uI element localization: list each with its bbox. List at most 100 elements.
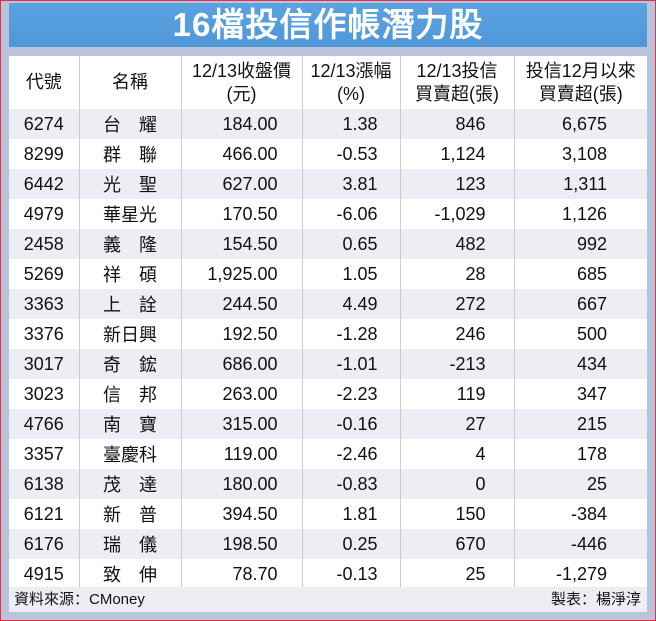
- table-row: 3376 新日興 192.50 -1.28 246 500: [9, 319, 647, 349]
- table-cell: 347: [513, 379, 647, 409]
- table-cell: 482: [399, 229, 514, 259]
- table-row: 3357 臺慶科 119.00 -2.46 4 178: [9, 439, 647, 469]
- table-cell: 150: [399, 499, 514, 529]
- table-cell: 4915: [23, 563, 64, 584]
- table-cell: 25: [513, 469, 647, 499]
- column-header: 代號: [9, 56, 79, 109]
- column-header: 12/13投信 買賣超(張): [399, 56, 514, 109]
- table-cell: 3363: [9, 289, 79, 319]
- table-cell: 500: [513, 319, 647, 349]
- table-cell: 上 詮: [78, 289, 181, 319]
- table-cell: 154.50: [180, 229, 302, 259]
- table-cell: -213: [399, 349, 514, 379]
- table-cell: 3,108: [513, 139, 647, 169]
- table-cell: 8299: [23, 143, 64, 164]
- table-row: 3023 信 邦 263.00 -2.23 119 347: [9, 379, 647, 409]
- table-cell: 6,675: [513, 109, 647, 139]
- column-header: 投信12月以來 買賣超(張): [513, 56, 647, 109]
- table-cell: 光 聖: [78, 169, 181, 199]
- table-cell: 466.00: [180, 139, 302, 169]
- table-cell: 祥 碩: [78, 259, 181, 289]
- table-cell: 27: [399, 409, 514, 439]
- table-cell: -0.83: [301, 469, 400, 499]
- table-cell: -1,279: [513, 559, 647, 589]
- table-cell: -0.53: [301, 139, 400, 169]
- table-cell: 華星光: [78, 199, 181, 229]
- table-row: 6121 新 普 394.50 1.81 150 -384: [9, 499, 647, 529]
- table-row: 4766 南 寶 315.00 -0.16 27 215: [9, 409, 647, 439]
- table-cell: 434: [513, 349, 647, 379]
- table-cell: 686.00: [180, 349, 302, 379]
- table-cell: 315.00: [180, 409, 302, 439]
- table-cell: 123: [399, 169, 514, 199]
- table-cell: 新日興: [78, 319, 181, 349]
- table-cell: 茂 達: [78, 469, 181, 499]
- author-note: 製表：楊淨淳: [550, 591, 641, 608]
- footer: 資料來源：CMoney 製表：楊淨淳: [9, 587, 647, 612]
- table-cell: 28: [399, 259, 514, 289]
- table-cell: 信 邦: [78, 379, 181, 409]
- table-cell: 臺慶科: [78, 439, 181, 469]
- table-row: 5269 祥 碩 1,925.00 1.05 28 685: [9, 259, 647, 289]
- table-cell: 6138: [9, 469, 79, 499]
- table-cell: 0.65: [301, 229, 400, 259]
- table-row: 6442 光 聖 627.00 3.81 123 1,311: [9, 169, 647, 199]
- table-cell: 244.50: [180, 289, 302, 319]
- table-cell: -1,029: [399, 199, 514, 229]
- table-cell: 272: [399, 289, 514, 319]
- table-cell: 致 伸: [78, 559, 181, 589]
- table-cell: 2458: [9, 229, 79, 259]
- table-cell: 192.50: [180, 319, 302, 349]
- table-cell: 78.70: [180, 559, 302, 589]
- table-row: 8299 群 聯 466.00 -0.53 1,124 3,108: [9, 139, 647, 169]
- table-cell: 3.81: [301, 169, 400, 199]
- table-cell: 6274: [9, 109, 79, 139]
- table-row: 2458 義 隆 154.50 0.65 482 992: [9, 229, 647, 259]
- table-cell: 627.00: [180, 169, 302, 199]
- table-cell: 台 耀: [78, 109, 181, 139]
- table-cell: 群 聯: [78, 139, 181, 169]
- table-cell: 3017: [9, 349, 79, 379]
- table-cell: 1.05: [301, 259, 400, 289]
- table-cell: 992: [513, 229, 647, 259]
- table-cell: 170.50: [180, 199, 302, 229]
- table-cell: 4: [399, 439, 514, 469]
- table-cell: 4.49: [301, 289, 400, 319]
- table-cell: 215: [513, 409, 647, 439]
- column-header: 名稱: [78, 56, 181, 109]
- table-cell: 瑞 儀: [78, 529, 181, 559]
- table-cell: 5269: [23, 263, 64, 284]
- table-cell: 1,311: [513, 169, 647, 199]
- divider: [9, 47, 647, 56]
- table-cell: 263.00: [180, 379, 302, 409]
- table-cell: -1.01: [301, 349, 400, 379]
- table-cell: 178: [513, 439, 647, 469]
- table-cell: 119: [399, 379, 514, 409]
- table-cell: 0: [399, 469, 514, 499]
- table-cell: 3357: [23, 443, 64, 464]
- table-cell: 184.00: [180, 109, 302, 139]
- stock-table: 代號 名稱 12/13收盤價 (元) 12/13漲幅 (%) 12/13投信 買賣超(張) 投信…: [9, 56, 647, 589]
- table-cell: -2.23: [301, 379, 400, 409]
- table-row: 4979 華星光 170.50 -6.06 -1,029 1,126: [9, 199, 647, 229]
- table-cell: 1,126: [513, 199, 647, 229]
- table-cell: 義 隆: [78, 229, 181, 259]
- source-note: 資料來源：CMoney: [14, 591, 145, 608]
- table-cell: 1,124: [399, 139, 514, 169]
- table-row: 6176 瑞 儀 198.50 0.25 670 -446: [9, 529, 647, 559]
- table-panel: 16檔投信作帳潛力股 代號 名稱 12/13收盤價 (元) 12/13漲幅 (%) 12/1…: [9, 3, 647, 612]
- table-cell: 4979: [23, 203, 64, 224]
- table-cell: 685: [513, 259, 647, 289]
- table-cell: 6176: [9, 529, 79, 559]
- table-cell: 3023: [23, 383, 64, 404]
- table-cell: 1.38: [301, 109, 400, 139]
- table-cell: -446: [513, 529, 647, 559]
- table-cell: -0.16: [301, 409, 400, 439]
- table-cell: 1,925.00: [180, 259, 302, 289]
- table-row: 4915 致 伸 78.70 -0.13 25 -1,279: [9, 559, 647, 589]
- table-row: 3017 奇 鋐 686.00 -1.01 -213 434: [9, 349, 647, 379]
- table-cell: 670: [399, 529, 514, 559]
- table-cell: -1.28: [301, 319, 400, 349]
- table-row: 6138 茂 達 180.00 -0.83 0 25: [9, 469, 647, 499]
